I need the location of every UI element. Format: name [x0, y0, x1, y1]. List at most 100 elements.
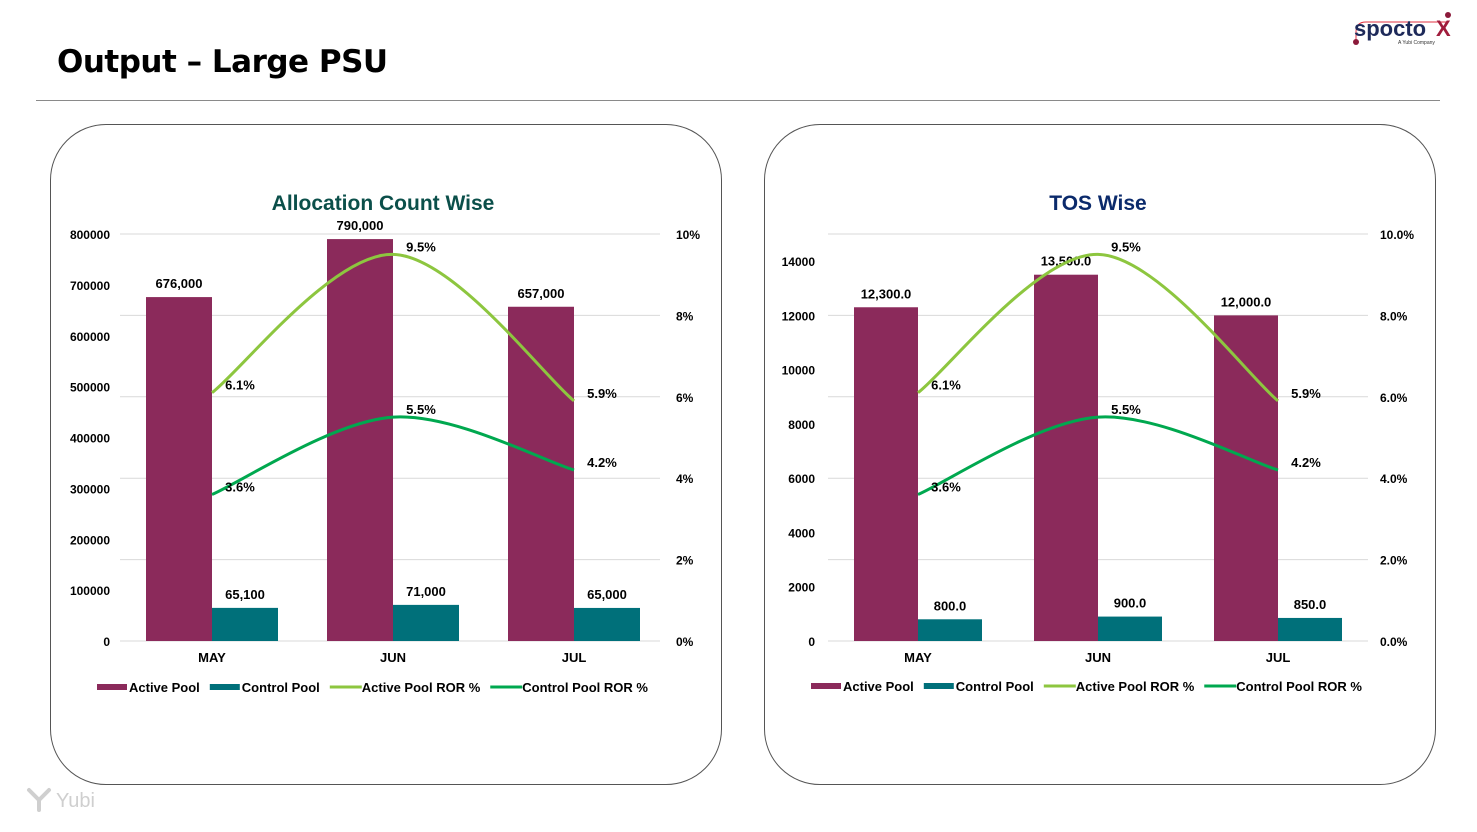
right-axis-tick-label: 8.0%: [1380, 309, 1408, 323]
svg-text:spocto: spocto: [1354, 16, 1426, 41]
left-axis-tick-label: 2000: [788, 581, 815, 595]
bar-data-label: 71,000: [406, 584, 446, 599]
right-axis-tick-label: 8%: [676, 309, 694, 323]
left-axis-tick-label: 600000: [70, 330, 110, 344]
line-data-label: 3.6%: [931, 479, 961, 494]
right-axis-tick-label: 0.0%: [1380, 635, 1408, 649]
bar-data-label: 800.0: [934, 598, 967, 613]
left-axis-tick-label: 0: [808, 635, 815, 649]
bar-data-label: 850.0: [1294, 597, 1327, 612]
spocto-logo: spocto X A Yubi Company: [1353, 12, 1451, 46]
allocation-chart-card: [50, 124, 722, 785]
legend-item-label: Control Pool: [242, 680, 320, 695]
category-label: JUN: [380, 650, 406, 665]
left-axis-tick-label: 0: [103, 635, 110, 649]
bar-data-label: 12,300.0: [861, 286, 912, 301]
left-axis-tick-label: 800000: [70, 228, 110, 242]
left-axis-tick-label: 200000: [70, 533, 110, 547]
line-data-label: 6.1%: [931, 378, 961, 393]
line-data-label: 5.9%: [1291, 386, 1321, 401]
line-data-label: 9.5%: [1111, 239, 1141, 254]
category-label: JUN: [1085, 650, 1111, 665]
bar-control-pool: [574, 607, 640, 641]
right-axis-tick-label: 2.0%: [1380, 554, 1408, 568]
right-axis-tick-label: 2%: [676, 554, 694, 568]
legend-item-label: Active Pool ROR %: [1076, 679, 1195, 694]
right-axis-tick-label: 4%: [676, 472, 694, 486]
right-axis-tick-label: 4.0%: [1380, 472, 1408, 486]
category-label: MAY: [904, 650, 932, 665]
chart-1: TOS Wise 0.0% 2.0% 4.0% 6.0% 8.0% 10.0% 0 2000 40…: [782, 192, 1415, 694]
line-data-label: 4.2%: [587, 455, 617, 470]
svg-text:X: X: [1436, 16, 1451, 41]
left-axis-tick-label: 8000: [788, 418, 815, 432]
legend-swatch: [923, 683, 954, 689]
line-data-label: 5.5%: [406, 402, 436, 417]
line-data-label: 5.5%: [1111, 402, 1141, 417]
line-data-label: 6.1%: [225, 378, 255, 393]
bar-active-pool: [146, 297, 212, 641]
tos-chart-card: [764, 124, 1436, 785]
yubi-logo: Yubi: [27, 788, 95, 812]
bar-active-pool: [1034, 274, 1098, 641]
legend-swatch: [209, 684, 240, 690]
right-axis-tick-label: 10.0%: [1380, 228, 1414, 242]
bar-data-label: 12,000.0: [1221, 294, 1272, 309]
legend-swatch: [811, 683, 841, 689]
svg-text:A Yubi Company: A Yubi Company: [1398, 40, 1435, 46]
line-control-pool-ror-: [917, 415, 1279, 496]
bar-active-pool: [1214, 315, 1278, 641]
left-axis-tick-label: 14000: [782, 255, 816, 269]
legend-item-label: Active Pool: [843, 679, 914, 694]
right-axis-tick-label: 0%: [676, 635, 694, 649]
svg-text:Yubi: Yubi: [56, 790, 95, 812]
chart-0: Allocation Count Wise 0% 2% 4% 6% 8% 10% 0 10000…: [70, 192, 700, 695]
left-axis-tick-label: 6000: [788, 472, 815, 486]
bar-data-label: 65,100: [225, 587, 265, 602]
line-data-label: 9.5%: [406, 239, 436, 254]
line-active-pool-ror-: [211, 252, 575, 403]
left-axis-tick-label: 500000: [70, 381, 110, 395]
left-axis-tick-label: 12000: [782, 309, 816, 323]
line-control-pool-ror-: [211, 415, 575, 496]
line-active-pool-ror-: [917, 252, 1279, 403]
right-axis-tick-label: 10%: [676, 228, 700, 242]
chart-title: TOS Wise: [1049, 192, 1146, 215]
legend-item-label: Active Pool: [129, 680, 200, 695]
legend-item-label: Control Pool ROR %: [522, 680, 648, 695]
legend-item-label: Active Pool ROR %: [362, 680, 481, 695]
bar-data-label: 900.0: [1114, 596, 1147, 611]
line-data-label: 4.2%: [1291, 455, 1321, 470]
legend-item-label: Control Pool: [956, 679, 1034, 694]
bar-control-pool: [918, 619, 982, 641]
right-axis-tick-label: 6%: [676, 391, 694, 405]
bar-active-pool: [854, 307, 918, 641]
page-title: Output – Large PSU: [57, 44, 388, 80]
bar-data-label: 65,000: [587, 587, 627, 602]
title-divider: [36, 100, 1440, 101]
bar-control-pool: [393, 604, 459, 641]
line-data-label: 3.6%: [225, 479, 255, 494]
legend-swatch: [97, 684, 127, 690]
legend-item-label: Control Pool ROR %: [1236, 679, 1362, 694]
category-label: JUL: [562, 650, 587, 665]
right-axis-tick-label: 6.0%: [1380, 391, 1408, 405]
bar-active-pool: [327, 239, 393, 641]
left-axis-tick-label: 400000: [70, 432, 110, 446]
bar-active-pool: [508, 306, 574, 641]
bar-data-label: 657,000: [518, 286, 565, 301]
line-data-label: 5.9%: [587, 386, 617, 401]
bar-data-label: 790,000: [337, 218, 384, 233]
bar-control-pool: [1098, 616, 1162, 641]
bar-control-pool: [212, 607, 278, 641]
left-axis-tick-label: 10000: [782, 364, 816, 378]
category-label: MAY: [198, 650, 226, 665]
category-label: JUL: [1266, 650, 1291, 665]
bar-control-pool: [1278, 617, 1342, 641]
chart-title: Allocation Count Wise: [272, 192, 495, 215]
left-axis-tick-label: 4000: [788, 526, 815, 540]
left-axis-tick-label: 300000: [70, 482, 110, 496]
left-axis-tick-label: 100000: [70, 584, 110, 598]
bar-data-label: 676,000: [156, 276, 203, 291]
